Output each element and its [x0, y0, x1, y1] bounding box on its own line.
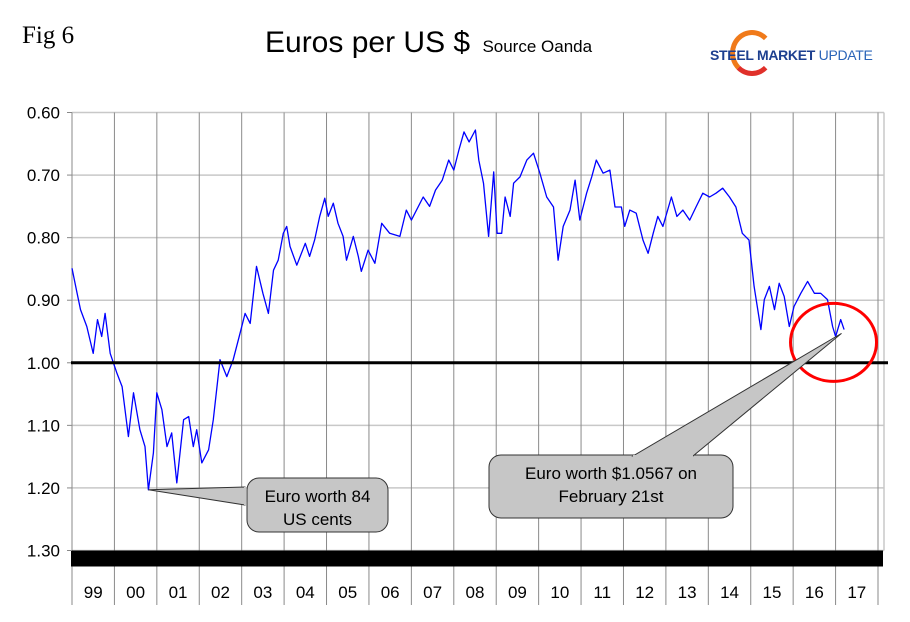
- logo-text-light: UPDATE: [818, 47, 873, 63]
- chart-subtitle: Source Oanda: [482, 37, 593, 56]
- x-tick-label: 04: [296, 583, 315, 602]
- callout-text: February 21st: [559, 487, 664, 506]
- x-tick-label: 17: [847, 583, 866, 602]
- x-tick-label: 02: [211, 583, 230, 602]
- x-tick-label: 15: [762, 583, 781, 602]
- x-tick-label: 14: [720, 583, 739, 602]
- x-tick-label: 03: [253, 583, 272, 602]
- callout-text: Euro worth $1.0567 on: [525, 464, 697, 483]
- highlight-circle: [789, 301, 879, 383]
- x-tick-label: 10: [550, 583, 569, 602]
- y-tick-label: 1.20: [27, 479, 60, 498]
- x-tick-label: 00: [126, 583, 145, 602]
- grid: [71, 111, 885, 605]
- callout-text: US cents: [283, 510, 352, 529]
- logo-swoosh-icon: [730, 30, 774, 76]
- chart-title-text: Euros per US $: [265, 26, 471, 59]
- callout-box: [488, 454, 734, 519]
- callout-pointer: [148, 486, 246, 506]
- x-tick-label: 06: [381, 583, 400, 602]
- x-tick-label: 01: [169, 583, 188, 602]
- x-tick-label: 07: [423, 583, 442, 602]
- y-tick-label: 1.30: [27, 542, 60, 561]
- x-tick-label: 05: [338, 583, 357, 602]
- x-tick-label: 09: [508, 583, 527, 602]
- logo-text-bold: STEEL MARKET: [710, 47, 816, 63]
- logo-text: STEEL MARKET UPDATE: [710, 47, 873, 63]
- annotations: Euro worth 84 US cents Euro worth $1.0567 …: [148, 332, 842, 533]
- x-tick-label: 99: [84, 583, 103, 602]
- y-axis: 0.60 0.70 0.80 0.90 1.00 1.10 1.20 1.30: [27, 104, 72, 561]
- y-tick-label: 0.90: [27, 291, 60, 310]
- x-tick-label: 16: [805, 583, 824, 602]
- callout-low: Euro worth 84 US cents: [148, 477, 389, 533]
- x-axis-band: [71, 550, 883, 567]
- figure-label: Fig 6: [22, 22, 75, 49]
- y-tick-label: 1.10: [27, 416, 60, 435]
- y-tick-label: 0.70: [27, 166, 60, 185]
- steel-market-update-logo: STEEL MARKET UPDATE: [700, 30, 890, 78]
- y-tick-label: 0.60: [27, 104, 60, 123]
- callout-latest: Euro worth $1.0567 on February 21st: [488, 332, 842, 519]
- x-tick-label: 08: [466, 583, 485, 602]
- x-tick-label: 12: [635, 583, 654, 602]
- x-tick-label: 13: [678, 583, 697, 602]
- x-axis: 99 00 01 02 03 04 05 06 07 08 09 10 11 12 13 14 15 16 17: [84, 583, 867, 602]
- y-tick-label: 0.80: [27, 229, 60, 248]
- callout-box: [246, 477, 389, 533]
- x-tick-label: 11: [593, 583, 611, 602]
- callout-text: Euro worth 84: [265, 487, 371, 506]
- chart-title: Euros per US $ Source Oanda: [265, 26, 592, 60]
- series-line-euros-per-usd: [71, 129, 845, 491]
- y-tick-label: 1.00: [27, 354, 60, 373]
- callout-pointer: [631, 332, 842, 457]
